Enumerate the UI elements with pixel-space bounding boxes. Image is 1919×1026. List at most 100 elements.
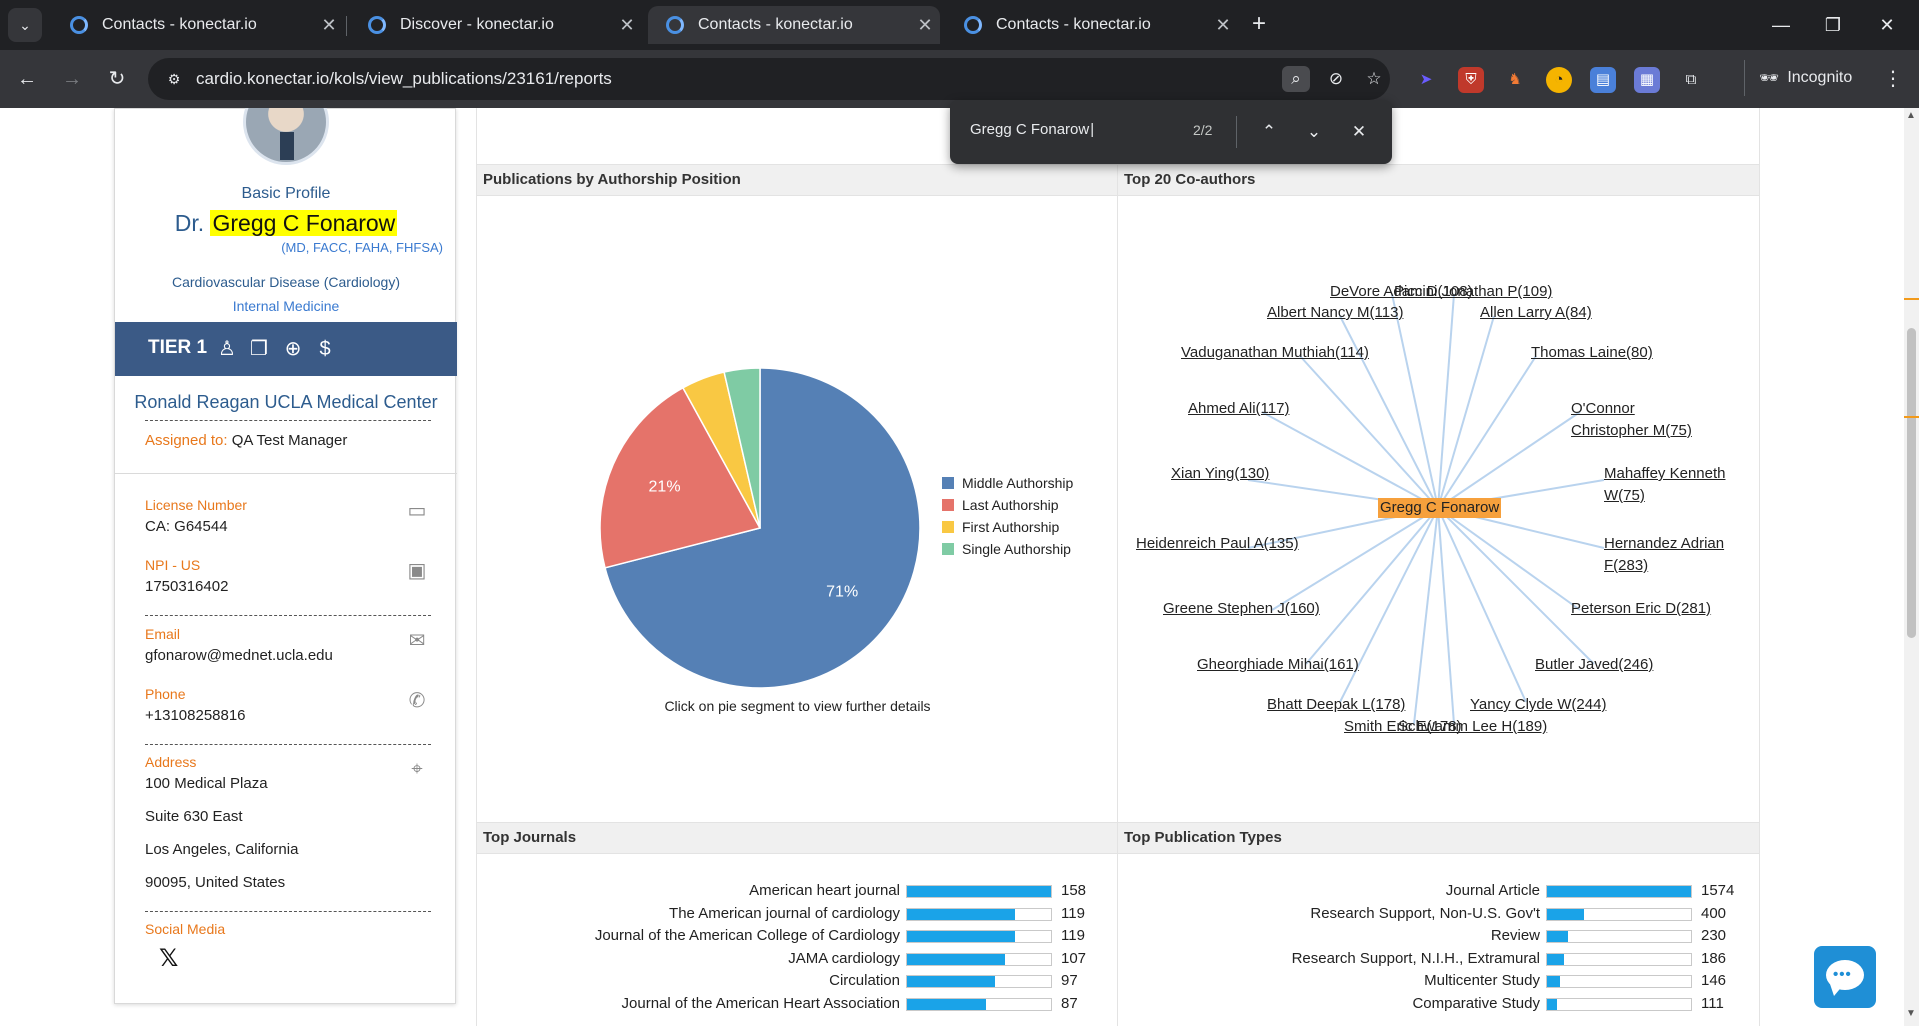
coauthor-node-link[interactable]: Butler Javed(246) bbox=[1535, 656, 1654, 673]
pie-slice-single-authorship[interactable] bbox=[723, 367, 761, 529]
coauthor-node-link[interactable]: Piccini Jonathan P(109) bbox=[1394, 283, 1553, 300]
extensions-puzzle-icon[interactable]: ⧉ bbox=[1685, 71, 1697, 88]
bar-fill[interactable] bbox=[907, 908, 1016, 920]
avatar bbox=[243, 108, 329, 165]
chat-widget-button[interactable] bbox=[1814, 946, 1876, 1008]
organization-name[interactable]: Ronald Reagan UCLA Medical Center bbox=[134, 392, 438, 412]
bar-fill[interactable] bbox=[1547, 908, 1584, 920]
bar-track bbox=[906, 975, 1052, 989]
address-bar[interactable]: ⚙ cardio.konectar.io/kols/view_publicati… bbox=[148, 58, 1390, 100]
url-text[interactable]: cardio.konectar.io/kols/view_publication… bbox=[196, 69, 612, 88]
restore-button[interactable]: ❐ bbox=[1824, 15, 1842, 35]
pie-slice-last-authorship[interactable] bbox=[599, 386, 762, 569]
legend-middle-authorship[interactable]: Middle Authorship bbox=[942, 475, 1073, 491]
minimize-button[interactable]: — bbox=[1772, 15, 1790, 35]
tab-contacts-1[interactable]: Contacts - konectar.io ✕ bbox=[52, 6, 344, 44]
coauthor-node-link[interactable]: Peterson Eric D(281) bbox=[1571, 600, 1712, 617]
coauthor-node-link[interactable]: Gheorghiade Mihai(161) bbox=[1197, 656, 1359, 673]
coauthor-node-link[interactable]: Xian Ying(130) bbox=[1171, 465, 1270, 482]
coauthor-node-link[interactable]: Albert Nancy M(113) bbox=[1267, 304, 1404, 321]
bar-track bbox=[906, 952, 1052, 966]
coauthor-link bbox=[1437, 507, 1595, 665]
coauthor-node-link[interactable]: Ahmed Ali(117) bbox=[1188, 400, 1290, 417]
coauthor-node-link[interactable]: Bhatt Deepak L(178) bbox=[1267, 696, 1406, 713]
phone-icon: ✆ bbox=[408, 690, 426, 712]
coauthor-node-link[interactable]: Mahaffey Kenneth W(75) bbox=[1604, 465, 1726, 504]
coauthor-node-link[interactable]: Yancy Clyde W(244) bbox=[1470, 696, 1607, 713]
coauthor-node-link[interactable]: DeVore Adam D(108) bbox=[1330, 283, 1473, 300]
close-tab-icon[interactable]: ✕ bbox=[1215, 14, 1231, 35]
find-input[interactable]: Gregg C Fonarow bbox=[970, 121, 1094, 138]
find-in-page-icon[interactable]: ⌕ bbox=[1282, 66, 1310, 92]
tracking-protection-icon[interactable]: ⊘ bbox=[1328, 69, 1344, 88]
bar-fill[interactable] bbox=[907, 931, 1016, 943]
tab-discover[interactable]: Discover - konectar.io ✕ bbox=[350, 6, 642, 44]
bar-fill[interactable] bbox=[907, 976, 996, 988]
bar-fill[interactable] bbox=[1547, 976, 1561, 988]
browser-menu-icon[interactable]: ⋮ bbox=[1883, 68, 1903, 90]
bar-fill[interactable] bbox=[1547, 953, 1565, 965]
bar-fill[interactable] bbox=[907, 953, 1005, 965]
coauthor-node-link[interactable]: Smith Eric E(178) bbox=[1344, 718, 1462, 735]
back-button[interactable]: ← bbox=[17, 68, 37, 90]
tier-label: TIER 1 bbox=[148, 337, 208, 358]
divider bbox=[145, 420, 431, 421]
coauthor-node-link[interactable]: Heidenreich Paul A(135) bbox=[1136, 535, 1299, 552]
scroll-down-icon[interactable]: ▼ bbox=[1906, 1008, 1916, 1019]
bar-track bbox=[906, 998, 1052, 1011]
tab-contacts-active[interactable]: Contacts - konectar.io ✕ bbox=[648, 6, 940, 44]
reload-button[interactable]: ↻ bbox=[108, 68, 126, 90]
coauthor-link bbox=[1339, 315, 1439, 509]
tab-title: Contacts - konectar.io bbox=[996, 16, 1151, 33]
coauthor-center-node[interactable]: Gregg C Fonarow bbox=[1378, 498, 1502, 518]
close-tab-icon[interactable]: ✕ bbox=[321, 14, 337, 35]
bar-category-label: Research Support, Non-U.S. Gov't bbox=[1310, 904, 1540, 922]
assigned-value: QA Test Manager bbox=[231, 432, 348, 449]
extension-docs-icon[interactable]: ▤ bbox=[1590, 67, 1616, 93]
site-info-icon[interactable]: ⚙ bbox=[167, 71, 181, 87]
bookmark-star-icon[interactable]: ☆ bbox=[1366, 69, 1382, 88]
authorship-pie-chart[interactable]: 71% 21% bbox=[590, 358, 930, 698]
extension-timer-icon[interactable]: ◔ bbox=[1546, 67, 1572, 93]
extension-character-icon[interactable]: ♞ bbox=[1508, 71, 1522, 88]
extension-plane-icon[interactable]: ➤ bbox=[1419, 71, 1433, 88]
pie-slice-middle-authorship[interactable] bbox=[604, 367, 921, 689]
email-value[interactable]: gfonarow@mednet.ucla.edu bbox=[145, 647, 333, 664]
x-twitter-icon[interactable]: 𝕏 bbox=[159, 945, 179, 972]
bar-fill[interactable] bbox=[1547, 999, 1558, 1010]
scroll-up-icon[interactable]: ▲ bbox=[1906, 110, 1916, 121]
incognito-indicator[interactable]: 🕶 Incognito bbox=[1744, 60, 1866, 96]
coauthor-node-link[interactable]: Vaduganathan Muthiah(114) bbox=[1181, 344, 1369, 361]
coauthor-node-link[interactable]: Allen Larry A(84) bbox=[1480, 304, 1592, 321]
bar-fill[interactable] bbox=[1547, 886, 1691, 897]
legend-swatch bbox=[942, 499, 954, 511]
bar-value-label: 1574 bbox=[1701, 882, 1735, 899]
coauthor-node-link[interactable]: Thomas Laine(80) bbox=[1531, 344, 1653, 361]
extension-grid-icon[interactable]: ▦ bbox=[1634, 67, 1660, 93]
close-tab-icon[interactable]: ✕ bbox=[619, 14, 635, 35]
new-tab-button[interactable]: + bbox=[1251, 10, 1266, 37]
page-scrollbar[interactable]: ▲ ▼ bbox=[1904, 108, 1919, 1026]
extension-shield-icon[interactable]: ⛨ bbox=[1458, 67, 1484, 93]
phone-value[interactable]: +13108258816 bbox=[145, 707, 246, 724]
legend-first-authorship[interactable]: First Authorship bbox=[942, 519, 1059, 535]
find-close-icon[interactable]: ✕ bbox=[1351, 122, 1367, 141]
close-tab-icon[interactable]: ✕ bbox=[917, 14, 933, 35]
legend-single-authorship[interactable]: Single Authorship bbox=[942, 541, 1071, 557]
scrollbar-thumb[interactable] bbox=[1907, 328, 1916, 638]
bar-fill[interactable] bbox=[1547, 931, 1569, 943]
forward-button[interactable]: → bbox=[62, 68, 82, 90]
bar-fill[interactable] bbox=[907, 886, 1051, 897]
close-window-button[interactable]: ✕ bbox=[1879, 15, 1895, 35]
tab-contacts-4[interactable]: Contacts - konectar.io ✕ bbox=[946, 6, 1238, 44]
social-media-label: Social Media bbox=[145, 921, 226, 937]
find-previous-icon[interactable]: ⌃ bbox=[1261, 122, 1277, 141]
legend-last-authorship[interactable]: Last Authorship bbox=[942, 497, 1059, 513]
coauthor-node-link[interactable]: Schwamm Lee H(189) bbox=[1398, 718, 1548, 735]
coauthor-node-link[interactable]: Greene Stephen J(160) bbox=[1163, 600, 1320, 617]
coauthor-node-link[interactable]: Hernandez Adrian F(283) bbox=[1604, 535, 1725, 574]
coauthor-node-link[interactable]: O'Connor Christopher M(75) bbox=[1571, 400, 1692, 439]
find-next-icon[interactable]: ⌄ bbox=[1306, 122, 1322, 141]
bar-fill[interactable] bbox=[907, 999, 987, 1010]
tab-search-button[interactable]: ⌄ bbox=[8, 8, 42, 42]
